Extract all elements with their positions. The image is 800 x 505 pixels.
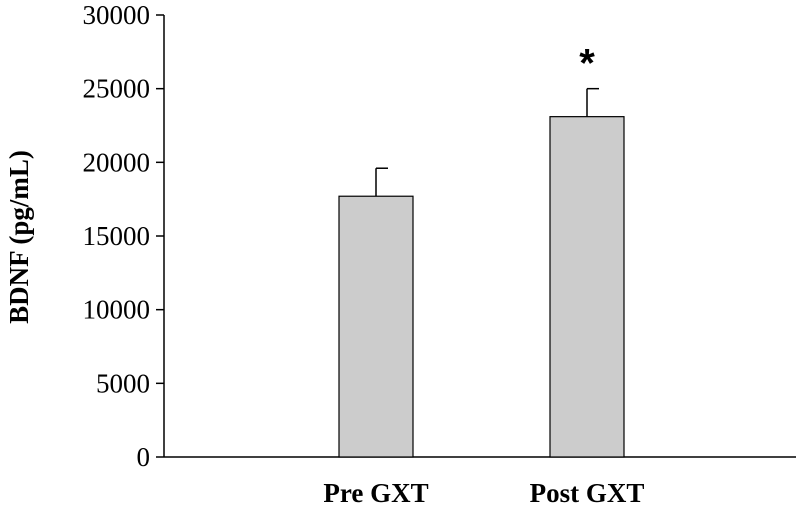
y-tick-label: 0 — [137, 442, 151, 472]
bar — [338, 195, 414, 458]
y-axis-title: BDNF (pg/mL) — [4, 150, 34, 324]
y-tick-label: 25000 — [83, 74, 151, 104]
y-tick-label: 10000 — [83, 295, 151, 325]
significance-marker: * — [579, 42, 595, 86]
x-tick-label: Post GXT — [530, 478, 645, 505]
y-tick-label: 30000 — [83, 0, 151, 30]
x-tick-label: Pre GXT — [323, 478, 428, 505]
bar — [549, 116, 625, 458]
y-tick-label: 5000 — [96, 368, 150, 398]
bars: * — [338, 42, 625, 458]
y-tick-label: 15000 — [83, 221, 151, 251]
y-axis: 0 5000 10000 15000 20000 25000 30000 — [83, 0, 165, 472]
y-tick-label: 20000 — [83, 147, 151, 177]
x-axis: Pre GXT Post GXT — [164, 456, 796, 505]
